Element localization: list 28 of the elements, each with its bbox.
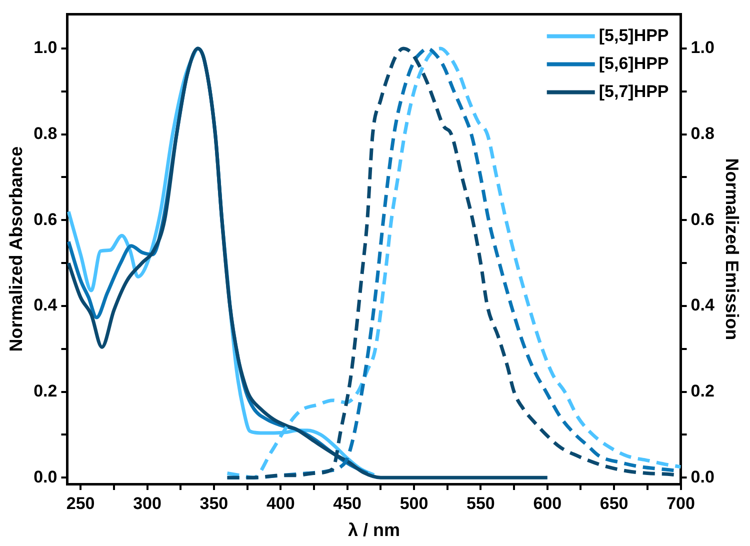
x-tick-label: 650 xyxy=(600,494,628,513)
legend-label: [5,5]HPP xyxy=(598,26,669,45)
y2-tick-label: 0.2 xyxy=(690,381,714,400)
y2-tick-label: 1.0 xyxy=(690,38,714,58)
x-tick-label: 450 xyxy=(333,494,362,513)
y-tick-label: 0.8 xyxy=(34,124,58,144)
legend-label: [5,6]HPP xyxy=(598,54,669,73)
x-tick-label: 700 xyxy=(666,494,695,513)
x-axis-title: λ / nm xyxy=(348,520,400,540)
x-tick-label: 400 xyxy=(266,494,295,513)
y-tick-label: 0.0 xyxy=(34,467,58,486)
y2-tick-label: 0.0 xyxy=(690,467,714,486)
x-tick-label: 500 xyxy=(400,494,428,513)
y-tick-label: 1.0 xyxy=(34,38,58,58)
x-tick-label: 550 xyxy=(466,494,495,513)
x-tick-label: 300 xyxy=(133,494,162,513)
legend-label: [5,7]HPP xyxy=(598,82,669,101)
y2-tick-label: 0.6 xyxy=(690,210,714,229)
x-tick-label: 600 xyxy=(533,494,562,513)
y-tick-label: 0.2 xyxy=(34,381,58,400)
y2-axis-title: Normalized Emission xyxy=(722,158,742,340)
y-axis-title: Normalized Absorbance xyxy=(6,146,26,352)
y2-tick-label: 0.8 xyxy=(690,124,714,144)
x-tick-label: 250 xyxy=(66,494,95,513)
y2-tick-label: 0.4 xyxy=(690,296,715,315)
y-tick-label: 0.4 xyxy=(34,296,58,315)
y-tick-label: 0.6 xyxy=(34,210,58,229)
x-tick-label: 350 xyxy=(200,494,228,513)
